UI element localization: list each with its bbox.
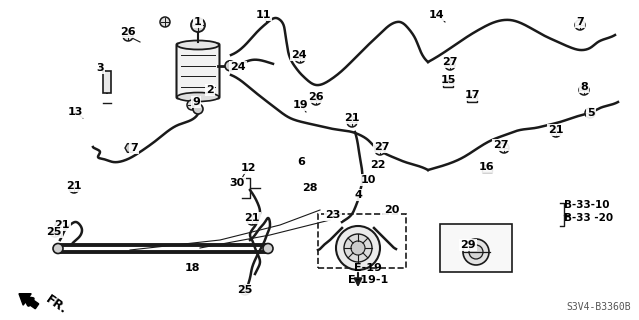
Circle shape <box>463 239 489 265</box>
Text: 1: 1 <box>194 17 202 27</box>
Text: 18: 18 <box>184 263 200 273</box>
Circle shape <box>551 127 561 137</box>
Text: 2: 2 <box>206 85 214 95</box>
Text: 21: 21 <box>66 181 82 191</box>
Ellipse shape <box>177 92 219 101</box>
Circle shape <box>193 104 203 114</box>
Bar <box>443 79 453 86</box>
Text: FR.: FR. <box>43 292 70 316</box>
Text: E-19-1: E-19-1 <box>348 275 388 285</box>
Text: 9: 9 <box>192 97 200 107</box>
Text: 7: 7 <box>576 17 584 27</box>
Text: 23: 23 <box>325 210 341 220</box>
Text: 3: 3 <box>96 63 104 73</box>
Text: 29: 29 <box>460 240 476 250</box>
Circle shape <box>347 117 357 127</box>
FancyBboxPatch shape <box>176 44 220 99</box>
Circle shape <box>55 221 65 231</box>
Circle shape <box>469 245 483 259</box>
Circle shape <box>191 18 205 32</box>
Text: 24: 24 <box>291 50 307 60</box>
Text: 13: 13 <box>67 107 82 117</box>
Text: 12: 12 <box>240 163 256 173</box>
Circle shape <box>344 234 372 262</box>
Circle shape <box>69 183 79 193</box>
Circle shape <box>53 244 63 253</box>
Circle shape <box>187 100 197 110</box>
Circle shape <box>579 85 589 95</box>
Circle shape <box>575 20 585 30</box>
Polygon shape <box>125 144 135 152</box>
Circle shape <box>351 241 365 255</box>
Text: 26: 26 <box>120 27 136 37</box>
Text: 16: 16 <box>479 162 495 172</box>
Text: 10: 10 <box>360 175 376 185</box>
Circle shape <box>240 285 250 295</box>
Text: 11: 11 <box>255 10 271 20</box>
Circle shape <box>247 215 257 225</box>
Text: 22: 22 <box>370 160 386 170</box>
Text: S3V4-B3360B: S3V4-B3360B <box>566 302 631 312</box>
Bar <box>440 224 512 272</box>
Circle shape <box>50 227 60 237</box>
Circle shape <box>160 17 170 27</box>
Circle shape <box>445 60 455 70</box>
Text: 25: 25 <box>46 227 62 237</box>
Text: 21: 21 <box>548 125 564 135</box>
Text: 8: 8 <box>580 82 588 92</box>
Text: 30: 30 <box>229 178 245 188</box>
Text: 15: 15 <box>440 75 456 85</box>
Text: 21: 21 <box>344 113 360 123</box>
Text: 28: 28 <box>302 183 318 193</box>
Text: 6: 6 <box>297 157 305 167</box>
Text: 17: 17 <box>465 90 480 100</box>
Text: 19: 19 <box>293 100 309 110</box>
Text: 27: 27 <box>374 142 390 152</box>
Text: 27: 27 <box>493 140 509 150</box>
Text: 25: 25 <box>237 285 252 295</box>
Text: B-33 -20: B-33 -20 <box>564 213 613 223</box>
Circle shape <box>311 95 321 105</box>
Text: 7: 7 <box>130 143 138 153</box>
Bar <box>467 94 477 101</box>
Circle shape <box>585 108 595 118</box>
Text: 5: 5 <box>587 108 595 118</box>
Text: 14: 14 <box>429 10 445 20</box>
Bar <box>318 214 406 268</box>
Circle shape <box>336 226 380 270</box>
Circle shape <box>263 244 273 253</box>
Text: 4: 4 <box>354 190 362 200</box>
Circle shape <box>225 61 235 71</box>
Text: 24: 24 <box>230 62 246 72</box>
Text: 21: 21 <box>54 220 70 230</box>
Text: 20: 20 <box>384 205 399 215</box>
Text: 26: 26 <box>308 92 324 102</box>
Bar <box>103 71 111 93</box>
Circle shape <box>123 31 133 41</box>
FancyArrow shape <box>19 294 39 309</box>
Circle shape <box>499 143 509 153</box>
Text: 27: 27 <box>442 57 458 67</box>
Text: 21: 21 <box>244 213 259 223</box>
Bar <box>482 164 492 172</box>
Circle shape <box>375 145 385 155</box>
Circle shape <box>295 53 305 63</box>
Ellipse shape <box>177 41 219 50</box>
Text: B-33-10: B-33-10 <box>564 200 610 210</box>
Text: E-19: E-19 <box>354 263 382 273</box>
